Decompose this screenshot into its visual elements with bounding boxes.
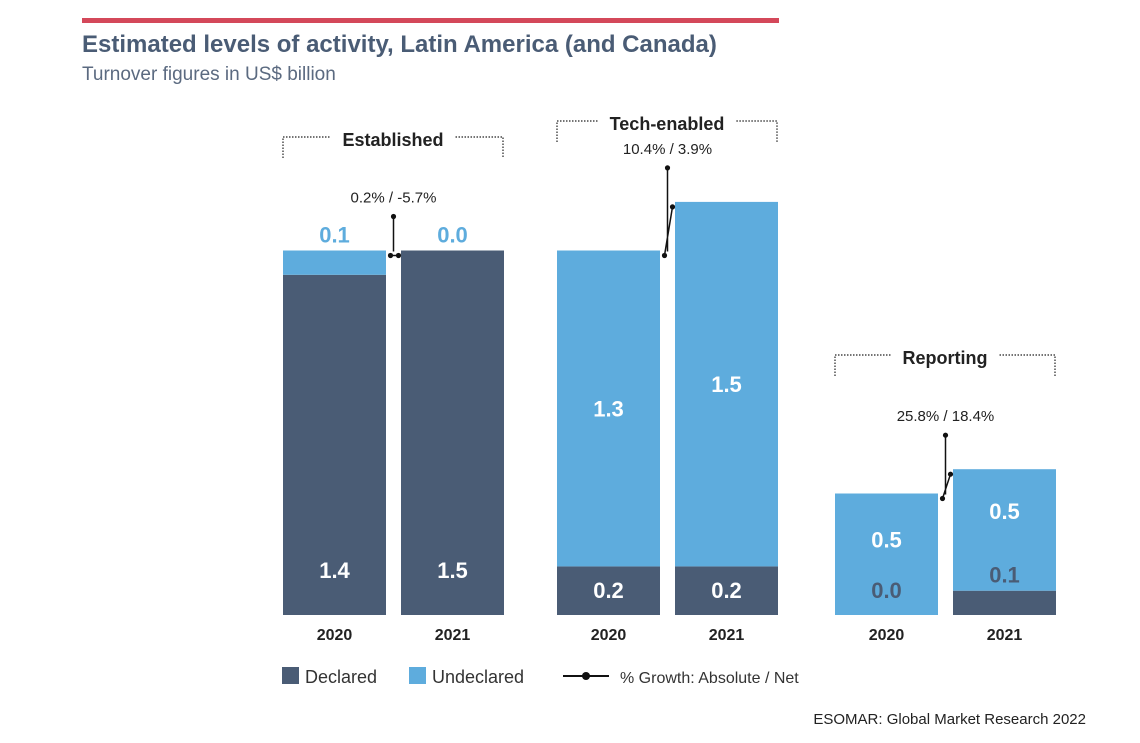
bar-undeclared-established-2020 xyxy=(283,250,386,275)
data-label-declared-established-2021: 1.5 xyxy=(437,558,468,583)
growth-dot-top-reporting xyxy=(942,432,949,438)
growth-label-tech-enabled: 10.4% / 3.9% xyxy=(623,141,712,158)
year-label-established-2020: 2020 xyxy=(317,627,353,644)
bar-declared-reporting-2021 xyxy=(953,590,1056,615)
data-label-undeclared-established-2021: 0.0 xyxy=(437,223,468,248)
growth-label-reporting: 25.8% / 18.4% xyxy=(897,408,995,425)
source-note: ESOMAR: Global Market Research 2022 xyxy=(813,711,1086,728)
growth-label-established: 0.2% / -5.7% xyxy=(351,190,437,207)
data-label-declared-reporting-2021: 0.1 xyxy=(989,563,1020,588)
bar-undeclared-reporting-2020 xyxy=(835,493,938,615)
title-accent-rule xyxy=(82,18,779,23)
bar-declared-tech-enabled-2021 xyxy=(675,566,778,615)
legend-swatch-declared xyxy=(282,667,299,684)
year-label-established-2021: 2021 xyxy=(435,627,471,644)
growth-dot-top-tech-enabled xyxy=(664,165,671,171)
legend-growth-dot xyxy=(582,672,590,680)
group-bracket-left-tech-enabled xyxy=(556,120,598,142)
growth-dot-top-established xyxy=(390,213,397,220)
group-bracket-right-established xyxy=(455,136,504,158)
bar-undeclared-tech-enabled-2020 xyxy=(557,250,660,567)
legend-label-declared: Declared xyxy=(305,667,377,687)
bar-undeclared-tech-enabled-2021 xyxy=(675,201,778,567)
chart-title: Estimated levels of activity, Latin Amer… xyxy=(82,31,717,58)
bar-declared-tech-enabled-2020 xyxy=(557,566,660,615)
year-label-tech-enabled-2021: 2021 xyxy=(709,627,745,644)
data-label-undeclared-reporting-2021: 0.5 xyxy=(989,499,1020,524)
bar-undeclared-reporting-2021 xyxy=(953,469,1056,591)
growth-dot-end-reporting xyxy=(947,471,954,477)
growth-connector-reporting xyxy=(941,435,952,499)
data-label-declared-reporting-2020: 0.0 xyxy=(871,578,902,603)
data-label-declared-established-2020: 1.4 xyxy=(319,558,350,583)
legend-label-growth: % Growth: Absolute / Net xyxy=(620,670,799,687)
data-label-undeclared-established-2020: 0.1 xyxy=(319,223,350,248)
growth-connector-tech-enabled xyxy=(663,167,674,256)
group-title-reporting: Reporting xyxy=(903,348,988,368)
data-label-declared-tech-enabled-2020: 0.2 xyxy=(593,578,624,603)
data-label-undeclared-tech-enabled-2021: 1.5 xyxy=(711,372,742,397)
year-label-reporting-2020: 2020 xyxy=(869,627,905,644)
bar-declared-established-2020 xyxy=(283,274,386,615)
growth-dot-start-established xyxy=(387,252,394,259)
growth-dot-start-reporting xyxy=(939,495,946,502)
group-title-tech-enabled: Tech-enabled xyxy=(610,114,725,134)
group-title-established: Established xyxy=(342,130,443,150)
growth-connector-established xyxy=(390,216,399,257)
growth-dot-end-established xyxy=(395,252,402,259)
year-label-reporting-2021: 2021 xyxy=(987,627,1023,644)
data-label-undeclared-tech-enabled-2020: 1.3 xyxy=(593,396,624,421)
group-bracket-left-established xyxy=(282,136,331,158)
bar-declared-established-2021 xyxy=(401,250,504,615)
year-label-tech-enabled-2020: 2020 xyxy=(591,627,627,644)
group-bracket-left-reporting xyxy=(834,354,891,376)
group-bracket-right-tech-enabled xyxy=(736,120,778,142)
data-label-undeclared-reporting-2020: 0.5 xyxy=(871,528,902,553)
data-label-declared-tech-enabled-2021: 0.2 xyxy=(711,578,742,603)
group-bracket-right-reporting xyxy=(999,354,1056,376)
growth-dot-end-tech-enabled xyxy=(669,204,676,210)
legend-label-undeclared: Undeclared xyxy=(432,667,524,687)
legend-swatch-undeclared xyxy=(409,667,426,684)
chart-subtitle: Turnover figures in US$ billion xyxy=(82,64,336,85)
growth-dot-start-tech-enabled xyxy=(661,252,668,259)
